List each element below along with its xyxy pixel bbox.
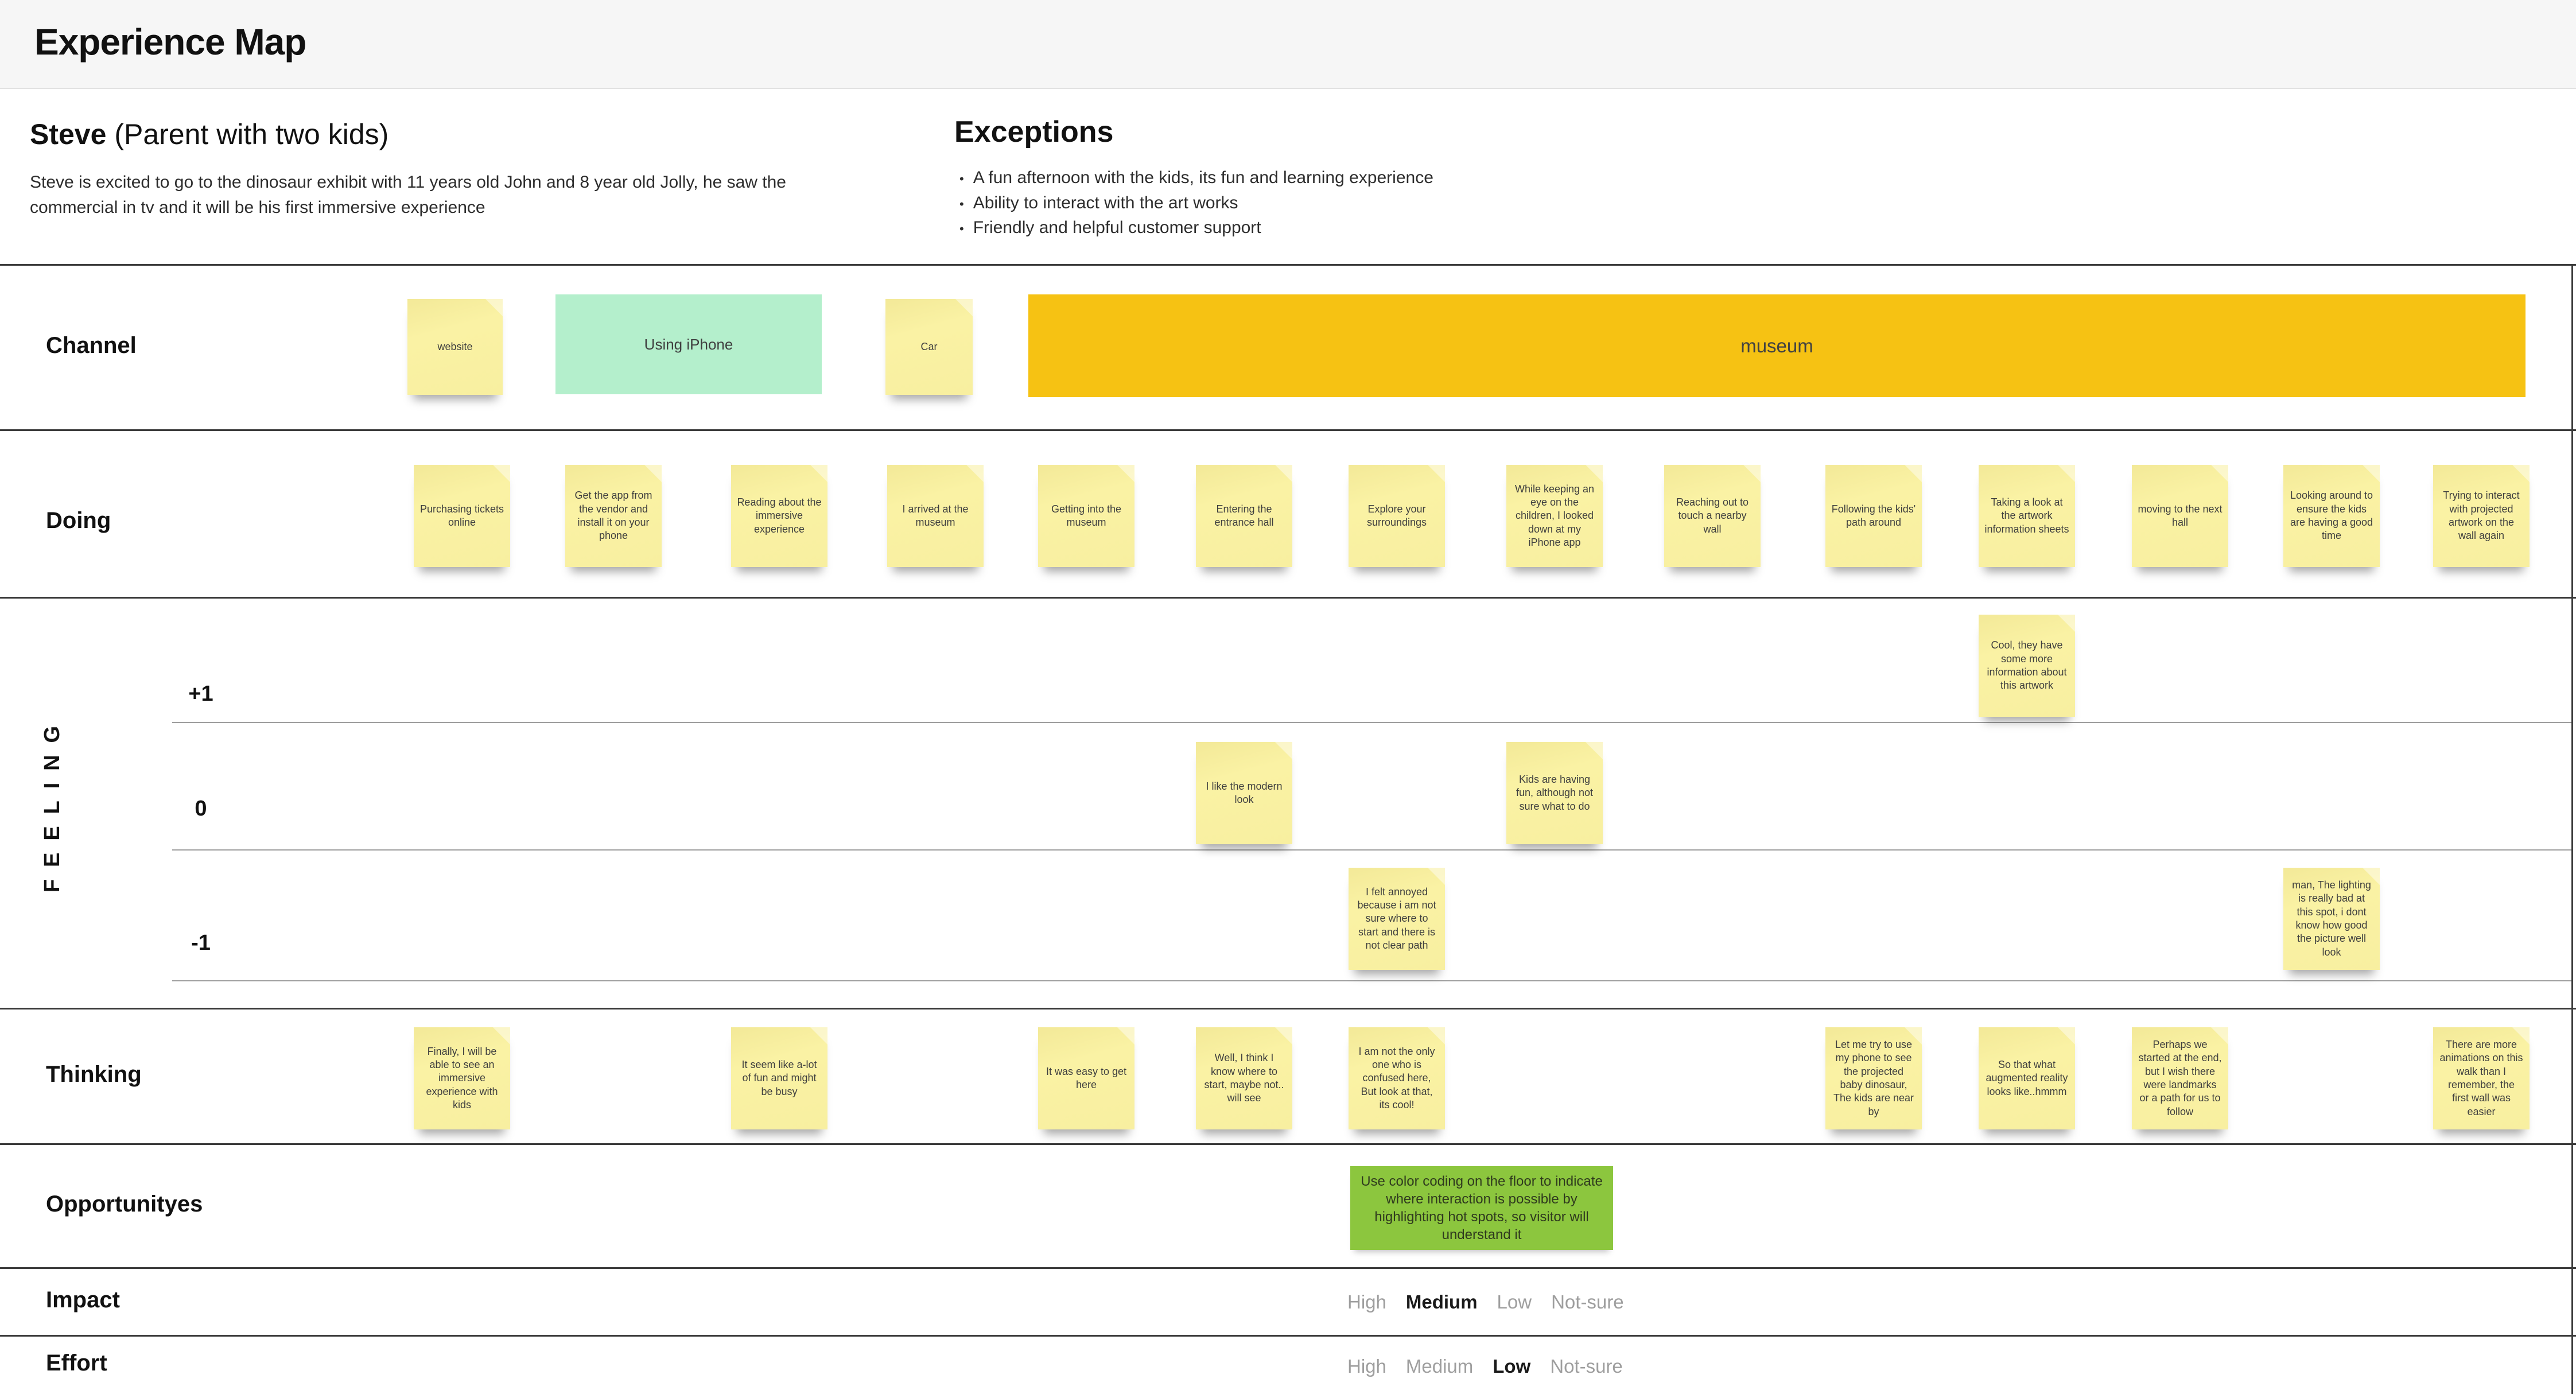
effort-option-notsure[interactable]: Not-sure bbox=[1550, 1356, 1623, 1377]
row-divider bbox=[0, 1335, 2576, 1337]
feeling-note[interactable]: I felt annoyed because i am not sure whe… bbox=[1349, 868, 1445, 970]
exceptions-list: • A fun afternoon with the kids, its fun … bbox=[959, 165, 1433, 240]
bullet-icon: • bbox=[959, 222, 964, 236]
row-label-channel: Channel bbox=[46, 333, 137, 358]
doing-note[interactable]: Taking a look at the artwork information… bbox=[1979, 465, 2075, 567]
exceptions-item: • Ability to interact with the art works bbox=[959, 191, 1433, 216]
feeling-note[interactable]: man, The lighting is really bad at this … bbox=[2283, 868, 2380, 970]
doing-note[interactable]: Following the kids' path around bbox=[1825, 465, 1922, 567]
exceptions-item-text: Ability to interact with the art works bbox=[973, 193, 1238, 212]
row-divider bbox=[0, 429, 2576, 431]
impact-option-notsure[interactable]: Not-sure bbox=[1551, 1291, 1624, 1313]
exceptions-item: • Friendly and helpful customer support bbox=[959, 215, 1433, 240]
row-divider bbox=[0, 1143, 2576, 1145]
effort-option-medium[interactable]: Medium bbox=[1405, 1356, 1474, 1377]
row-label-doing: Doing bbox=[46, 508, 111, 533]
canvas-right-border bbox=[2571, 264, 2573, 1394]
row-label-effort: Effort bbox=[46, 1350, 107, 1376]
feeling-gridline bbox=[172, 980, 2571, 981]
exceptions-item: • A fun afternoon with the kids, its fun … bbox=[959, 165, 1433, 191]
thinking-note[interactable]: I am not the only one who is confused he… bbox=[1349, 1027, 1445, 1129]
persona-role: (Parent with two kids) bbox=[114, 118, 389, 150]
doing-note[interactable]: I arrived at the museum bbox=[887, 465, 984, 567]
row-divider bbox=[0, 1267, 2576, 1269]
doing-note[interactable]: Getting into the museum bbox=[1038, 465, 1134, 567]
channel-highlight-using-iphone[interactable]: Using iPhone bbox=[555, 294, 822, 394]
doing-note[interactable]: Looking around to ensure the kids are ha… bbox=[2283, 465, 2380, 567]
feeling-note[interactable]: I like the modern look bbox=[1196, 742, 1292, 844]
doing-note[interactable]: Reading about the immersive experience bbox=[731, 465, 827, 567]
feeling-gridline bbox=[172, 849, 2571, 851]
impact-option-high[interactable]: High bbox=[1347, 1291, 1386, 1313]
thinking-note[interactable]: There are more animations on this walk t… bbox=[2433, 1027, 2530, 1129]
feeling-level-zero: 0 bbox=[195, 797, 207, 821]
row-label-thinking: Thinking bbox=[46, 1062, 142, 1087]
effort-option-low[interactable]: Low bbox=[1493, 1356, 1531, 1377]
feeling-level-minus1: -1 bbox=[191, 931, 211, 955]
row-label-opportunities: Opportunityes bbox=[46, 1191, 203, 1217]
row-divider bbox=[0, 597, 2576, 599]
thinking-note[interactable]: Well, I think I know where to start, may… bbox=[1196, 1027, 1292, 1129]
effort-option-high[interactable]: High bbox=[1347, 1356, 1386, 1377]
impact-option-low[interactable]: Low bbox=[1497, 1291, 1532, 1313]
persona-heading: Steve (Parent with two kids) bbox=[30, 118, 388, 151]
thinking-note[interactable]: Finally, I will be able to see an immers… bbox=[414, 1027, 510, 1129]
thinking-note[interactable]: It was easy to get here bbox=[1038, 1027, 1134, 1129]
feeling-gridline bbox=[172, 722, 2571, 723]
exceptions-item-text: A fun afternoon with the kids, its fun a… bbox=[973, 168, 1433, 187]
doing-note[interactable]: Get the app from the vendor and install … bbox=[565, 465, 662, 567]
page-title: Experience Map bbox=[34, 21, 306, 63]
bullet-icon: • bbox=[959, 196, 964, 211]
effort-options: High Medium Low Not-sure bbox=[1347, 1356, 1623, 1377]
row-divider bbox=[0, 264, 2576, 266]
doing-note[interactable]: Entering the entrance hall bbox=[1196, 465, 1292, 567]
bullet-icon: • bbox=[959, 172, 964, 186]
exceptions-heading: Exceptions bbox=[954, 115, 1114, 149]
doing-note[interactable]: Reaching out to touch a nearby wall bbox=[1664, 465, 1761, 567]
impact-option-medium[interactable]: Medium bbox=[1405, 1291, 1478, 1313]
thinking-note[interactable]: So that what augmented reality looks lik… bbox=[1979, 1027, 2075, 1129]
doing-note[interactable]: Trying to interact with projected artwor… bbox=[2433, 465, 2530, 567]
doing-note[interactable]: Explore your surroundings bbox=[1349, 465, 1445, 567]
row-divider bbox=[0, 1008, 2576, 1009]
doing-note[interactable]: While keeping an eye on the children, I … bbox=[1506, 465, 1603, 567]
channel-note-website[interactable]: website bbox=[407, 299, 503, 395]
feeling-note[interactable]: Kids are having fun, although not sure w… bbox=[1506, 742, 1603, 844]
row-label-impact: Impact bbox=[46, 1287, 120, 1313]
header: Experience Map bbox=[0, 0, 2576, 89]
doing-note[interactable]: Purchasing tickets online bbox=[414, 465, 510, 567]
persona-name: Steve bbox=[30, 118, 107, 150]
channel-bar-museum[interactable]: museum bbox=[1028, 294, 2526, 397]
doing-note[interactable]: moving to the next hall bbox=[2132, 465, 2228, 567]
impact-options: High Medium Low Not-sure bbox=[1347, 1291, 1624, 1313]
channel-note-car[interactable]: Car bbox=[885, 299, 973, 395]
thinking-note[interactable]: It seem like a-lot of fun and might be b… bbox=[731, 1027, 827, 1129]
feeling-note[interactable]: Cool, they have some more information ab… bbox=[1979, 615, 2075, 717]
feeling-level-plus1: +1 bbox=[188, 682, 213, 706]
opportunity-note[interactable]: Use color coding on the floor to indicat… bbox=[1350, 1166, 1613, 1250]
exceptions-item-text: Friendly and helpful customer support bbox=[973, 218, 1261, 237]
persona-description: Steve is excited to go to the dinosaur e… bbox=[30, 173, 786, 217]
row-label-feeling: FEELING bbox=[40, 714, 64, 893]
thinking-note[interactable]: Perhaps we started at the end, but I wis… bbox=[2132, 1027, 2228, 1129]
thinking-note[interactable]: Let me try to use my phone to see the pr… bbox=[1825, 1027, 1922, 1129]
